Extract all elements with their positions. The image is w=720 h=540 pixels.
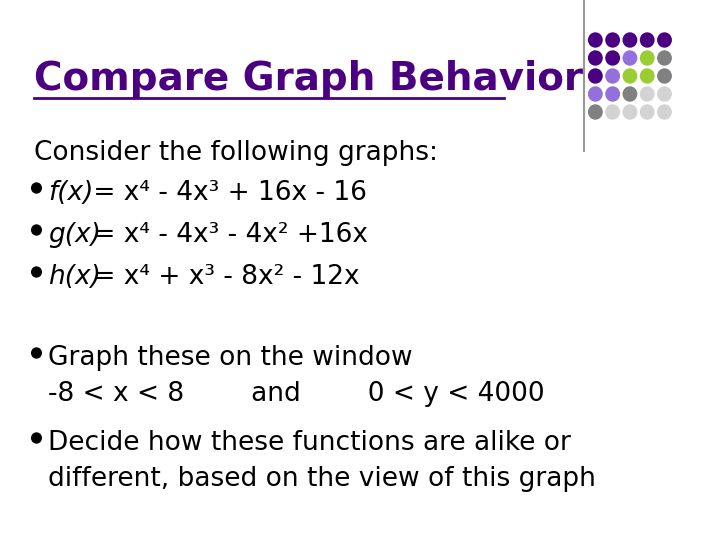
Text: = x⁴ + x³ - 8x² - 12x: = x⁴ + x³ - 8x² - 12x: [84, 264, 359, 290]
Circle shape: [658, 51, 671, 65]
Circle shape: [589, 105, 602, 119]
Circle shape: [641, 105, 654, 119]
Text: Graph these on the window
-8 < x < 8        and        0 < y < 4000: Graph these on the window -8 < x < 8 and…: [48, 345, 544, 407]
Circle shape: [606, 33, 619, 47]
Text: Consider the following graphs:: Consider the following graphs:: [34, 140, 438, 166]
Text: Decide how these functions are alike or
different, based on the view of this gra: Decide how these functions are alike or …: [48, 430, 596, 492]
Circle shape: [589, 69, 602, 83]
Circle shape: [641, 51, 654, 65]
Circle shape: [658, 105, 671, 119]
Text: Compare Graph Behavior: Compare Graph Behavior: [34, 60, 582, 98]
Circle shape: [658, 69, 671, 83]
Text: h(x): h(x): [48, 264, 101, 290]
Circle shape: [641, 69, 654, 83]
Circle shape: [624, 69, 636, 83]
Circle shape: [32, 183, 41, 193]
Text: f(x): f(x): [48, 180, 94, 206]
Text: g(x): g(x): [48, 222, 101, 248]
Circle shape: [589, 33, 602, 47]
Circle shape: [641, 87, 654, 101]
Circle shape: [32, 267, 41, 277]
Circle shape: [658, 87, 671, 101]
Text: = x⁴ - 4x³ + 16x - 16: = x⁴ - 4x³ + 16x - 16: [84, 180, 366, 206]
Circle shape: [589, 51, 602, 65]
Circle shape: [624, 33, 636, 47]
Circle shape: [32, 433, 41, 443]
Circle shape: [606, 69, 619, 83]
Circle shape: [641, 33, 654, 47]
Circle shape: [624, 105, 636, 119]
Circle shape: [606, 105, 619, 119]
Circle shape: [606, 87, 619, 101]
Circle shape: [589, 87, 602, 101]
Circle shape: [658, 33, 671, 47]
Circle shape: [606, 51, 619, 65]
Circle shape: [32, 348, 41, 358]
Circle shape: [624, 87, 636, 101]
Circle shape: [624, 51, 636, 65]
Circle shape: [32, 225, 41, 235]
Text: = x⁴ - 4x³ - 4x² +16x: = x⁴ - 4x³ - 4x² +16x: [84, 222, 367, 248]
